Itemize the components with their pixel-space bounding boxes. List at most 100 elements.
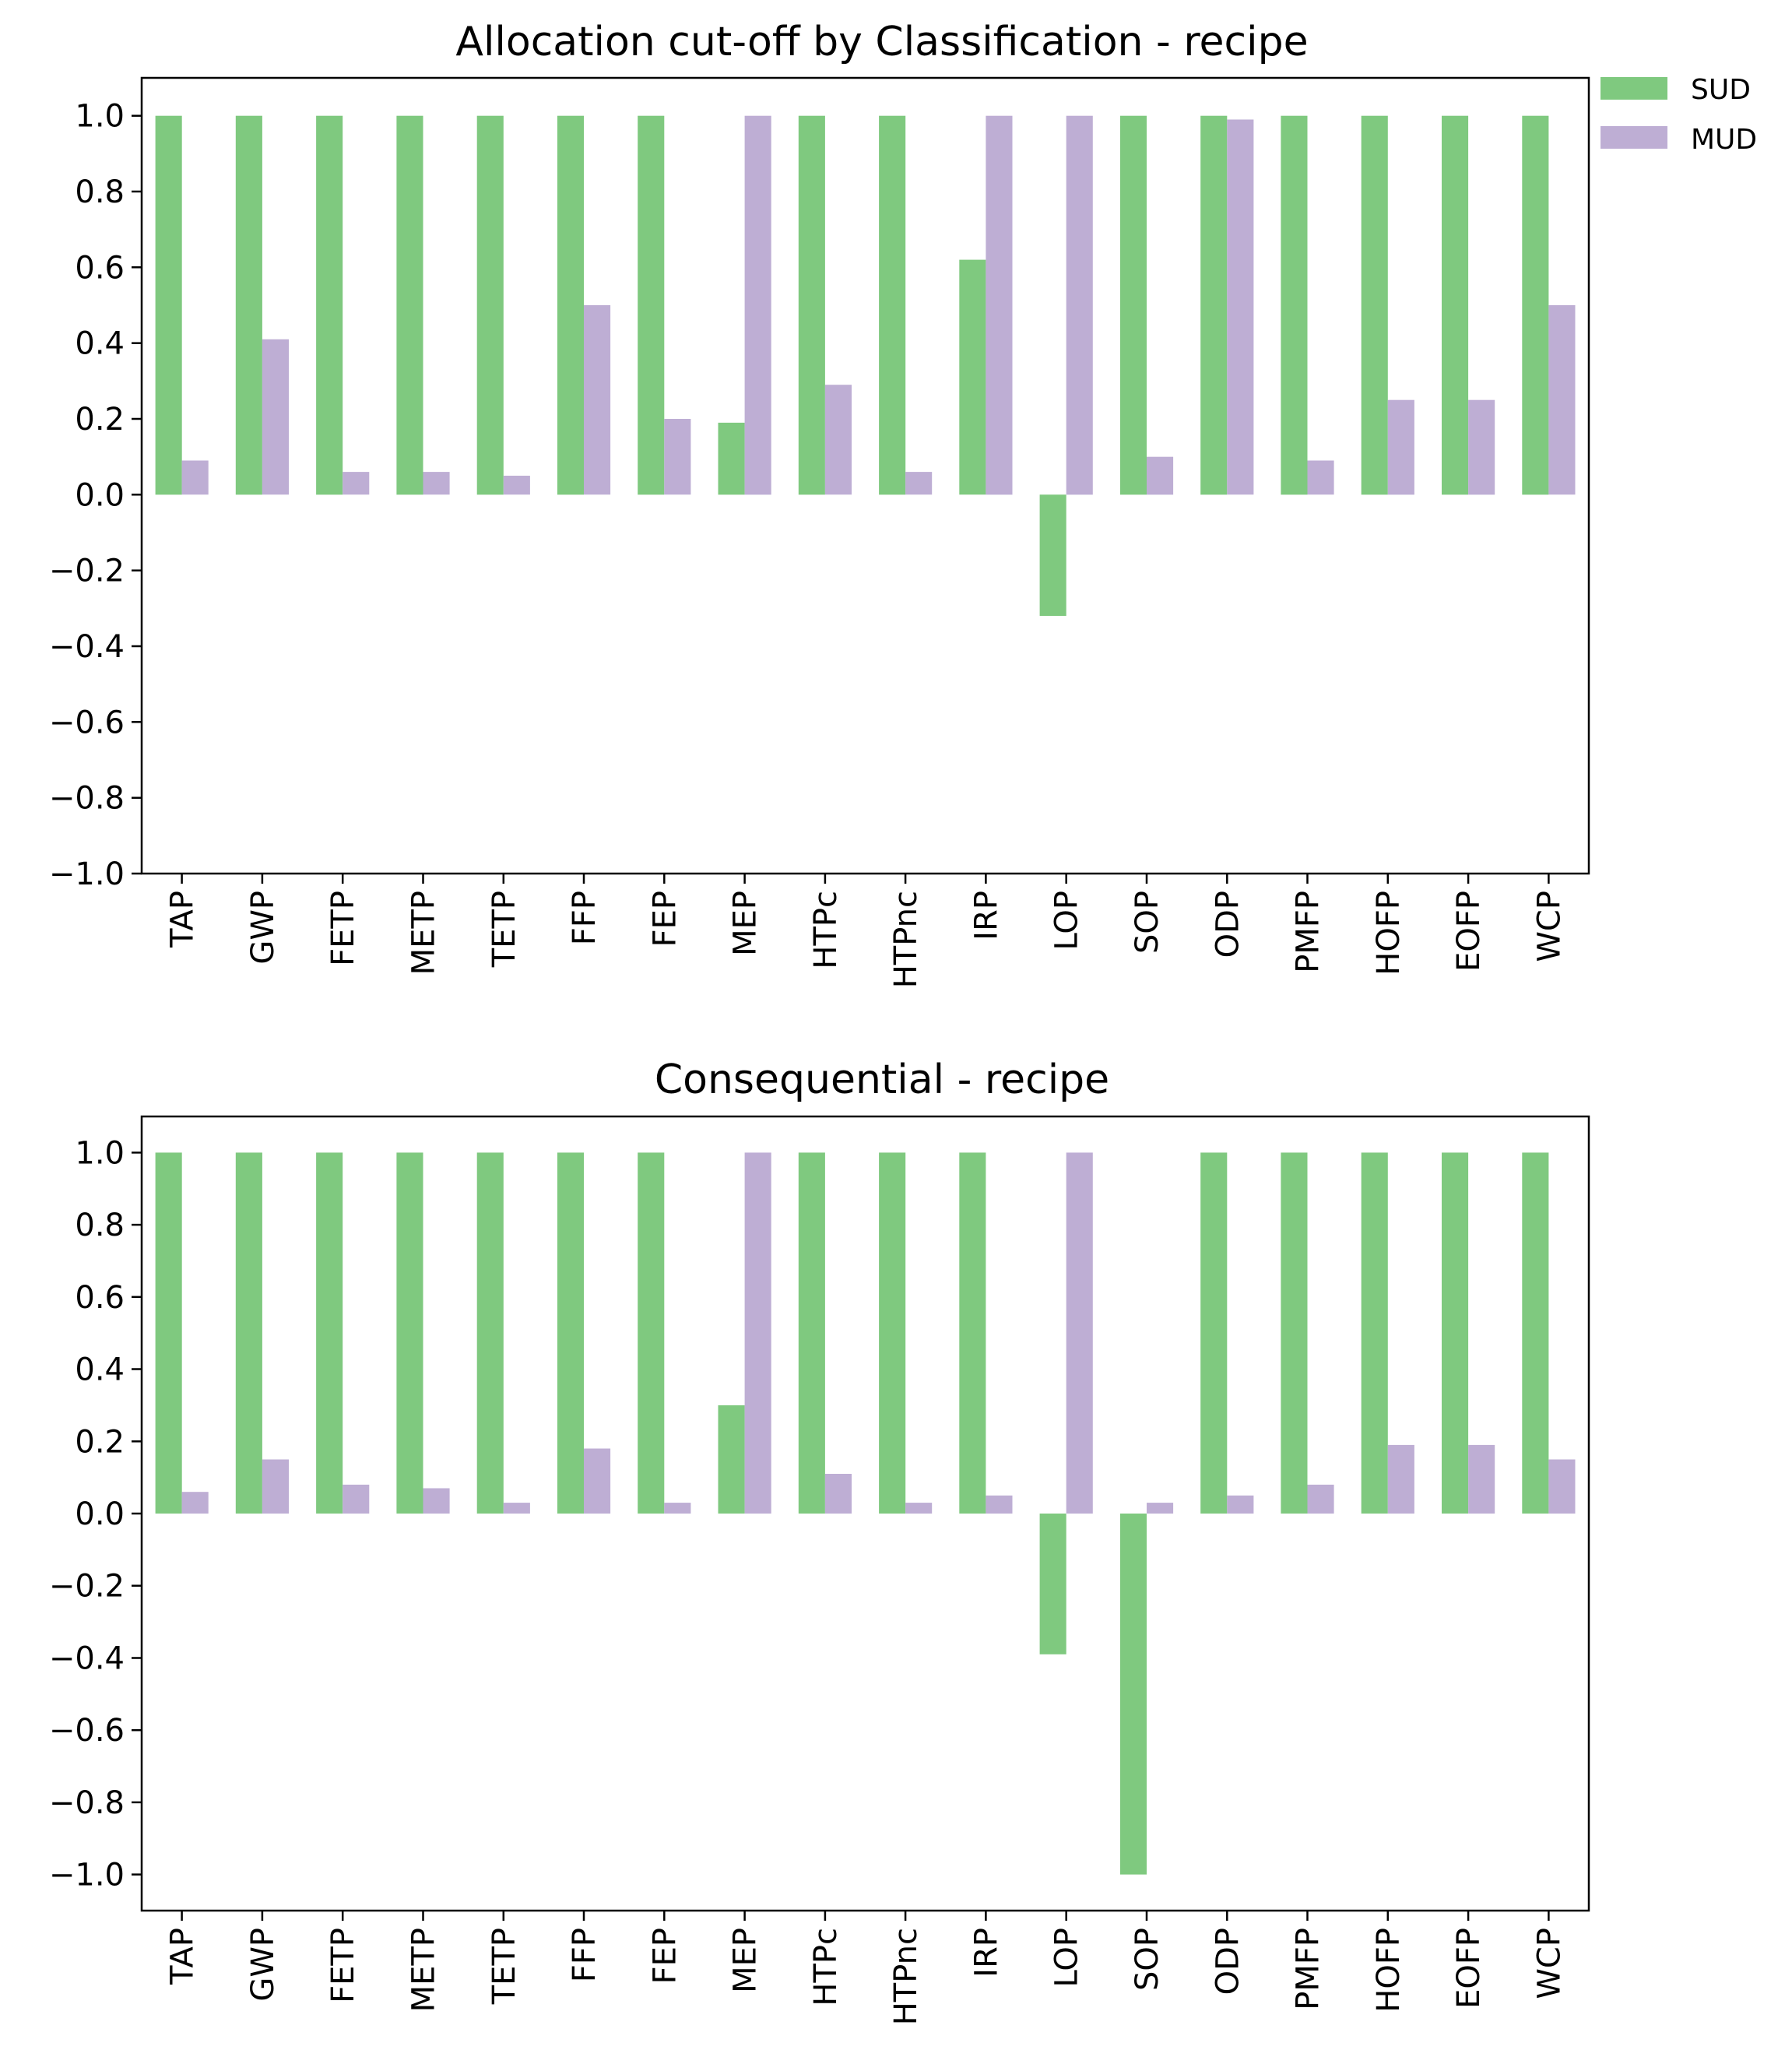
y-tick-label: 0.2 (75, 1424, 125, 1460)
x-tick-label-lop: LOP (1049, 1928, 1085, 1987)
y-tick-label: 0.4 (75, 326, 125, 362)
bar-mud-fep (664, 419, 691, 495)
y-tick-label: 0.4 (75, 1352, 125, 1388)
x-tick-label-tap: TAP (165, 891, 201, 948)
x-tick-label-irp: IRP (968, 891, 1004, 941)
chart-title: Consequential - recipe (655, 1057, 1109, 1103)
bar-mud-metp (423, 1488, 450, 1514)
x-tick-label-pmfp: PMFP (1291, 1928, 1326, 2010)
chart-title: Allocation cut-off by Classification - r… (455, 19, 1308, 65)
bar-mud-odp (1227, 119, 1254, 495)
x-axis: TAP GWP FETP METP TETP FFP FEP MEP HTPc HTPnc IRP L… (165, 1911, 1567, 2025)
y-axis: −1.0 −0.8 −0.6 −0.4 −0.2 0.0 0.2 0.4 0.6 0.8 1.0 (49, 99, 142, 892)
bar-mud-gwp (262, 1459, 289, 1514)
bar-mud-eofp (1468, 399, 1495, 495)
legend-swatch-sud (1601, 77, 1667, 100)
bar-mud-pmfp (1307, 460, 1334, 495)
y-tick-label: −0.4 (49, 629, 125, 665)
x-tick-label-ffp: FFP (567, 891, 603, 945)
x-axis: TAP GWP FETP METP TETP FFP FEP MEP HTPc HTPnc IRP L… (165, 874, 1567, 988)
bar-sud-metp (396, 1152, 423, 1514)
x-tick-label-fep: FEP (647, 891, 683, 947)
bar-mud-odp (1227, 1495, 1254, 1514)
bar-sud-ffp (557, 1152, 584, 1514)
x-tick-label-gwp: GWP (245, 1928, 281, 2002)
bar-sud-mep (718, 1405, 745, 1514)
bar-mud-fetp (343, 1484, 370, 1514)
bar-mud-tap (181, 1492, 209, 1514)
legend: SUD MUD (1601, 74, 1757, 156)
x-tick-label-wcp: WCP (1531, 891, 1567, 962)
y-tick-label: −0.2 (49, 554, 125, 589)
y-tick-label: −0.6 (49, 705, 125, 740)
bar-mud-gwp (262, 339, 289, 495)
x-tick-label-tap: TAP (165, 1928, 201, 1985)
bar-sud-pmfp (1281, 115, 1308, 495)
bar-sud-metp (396, 115, 423, 495)
x-tick-label-tetp: TETP (487, 1928, 522, 2005)
bar-mud-hofp (1387, 1444, 1414, 1514)
x-tick-label-wcp: WCP (1531, 1928, 1567, 1999)
x-tick-label-fetp: FETP (325, 1928, 361, 2003)
bar-mud-ffp (584, 1448, 611, 1514)
y-tick-label: 1.0 (75, 1135, 125, 1171)
x-tick-label-fep: FEP (647, 1928, 683, 1984)
y-tick-label: −0.2 (49, 1569, 125, 1605)
x-tick-label-metp: METP (406, 1928, 442, 2012)
bar-mud-htpc (824, 385, 852, 495)
chart-panel-consequential: Consequential - recipe −1.0−0.8−0.6−0.4−… (49, 1057, 1590, 2025)
x-tick-label-htpc: HTPc (808, 1928, 844, 2006)
bar-sud-eofp (1442, 1152, 1469, 1514)
x-tick-label-lop: LOP (1049, 891, 1085, 950)
bar-sud-odp (1200, 115, 1228, 495)
y-tick-label: 0.6 (75, 250, 125, 286)
bar-mud-htpnc (905, 1503, 933, 1514)
bar-sud-htpnc (879, 115, 906, 495)
bar-sud-sop (1119, 1514, 1147, 1875)
bar-sud-gwp (235, 115, 262, 495)
bar-sud-lop (1039, 1514, 1066, 1654)
y-tick-label: 0.6 (75, 1280, 125, 1316)
y-tick-label: 1.0 (75, 99, 125, 135)
legend-label-sud: SUD (1691, 74, 1751, 106)
y-tick-label: −1.0 (49, 1858, 125, 1893)
bar-mud-irp (986, 115, 1013, 495)
bar-sud-htpnc (879, 1152, 906, 1514)
x-tick-label-tetp: TETP (487, 891, 522, 968)
x-tick-label-htpc: HTPc (808, 891, 844, 969)
x-tick-label-mep: MEP (728, 891, 764, 956)
y-tick-label: 0.8 (75, 174, 125, 210)
bar-sud-fep (638, 115, 665, 495)
x-tick-label-hofp: HOFP (1371, 1928, 1407, 2013)
bar-mud-tetp (503, 1503, 530, 1514)
bar-mud-metp (423, 472, 450, 495)
y-tick-label: 0.0 (75, 477, 125, 513)
bar-mud-lop (1066, 115, 1093, 495)
bar-sud-wcp (1522, 115, 1549, 495)
bar-sud-odp (1200, 1152, 1228, 1514)
bar-mud-irp (986, 1495, 1013, 1514)
bar-sud-fetp (316, 115, 343, 495)
bar-mud-tetp (503, 476, 530, 495)
bar-sud-mep (718, 422, 745, 495)
bar-sud-htpc (798, 115, 825, 495)
bar-mud-wcp (1548, 1459, 1576, 1514)
x-tick-label-htpnc: HTPnc (888, 891, 924, 988)
x-tick-label-pmfp: PMFP (1291, 891, 1326, 973)
bar-sud-gwp (235, 1152, 262, 1514)
bar-sud-fep (638, 1152, 665, 1514)
bar-sud-tetp (476, 1152, 504, 1514)
x-tick-label-odp: ODP (1210, 1928, 1246, 1995)
y-axis: −1.0 −0.8 −0.6 −0.4 −0.2 0.0 0.2 0.4 0.6 0.8 1.0 (49, 1135, 142, 1893)
bars-group (155, 1152, 1576, 1875)
bar-sud-hofp (1361, 1152, 1388, 1514)
bar-mud-ffp (584, 305, 611, 495)
bar-mud-fetp (343, 472, 370, 495)
bar-mud-hofp (1387, 399, 1414, 495)
bar-mud-eofp (1468, 1444, 1495, 1514)
bar-mud-pmfp (1307, 1484, 1334, 1514)
bar-mud-sop (1147, 1503, 1174, 1514)
bar-mud-wcp (1548, 305, 1576, 495)
x-tick-label-ffp: FFP (567, 1928, 603, 1982)
bar-sud-tetp (476, 115, 504, 495)
